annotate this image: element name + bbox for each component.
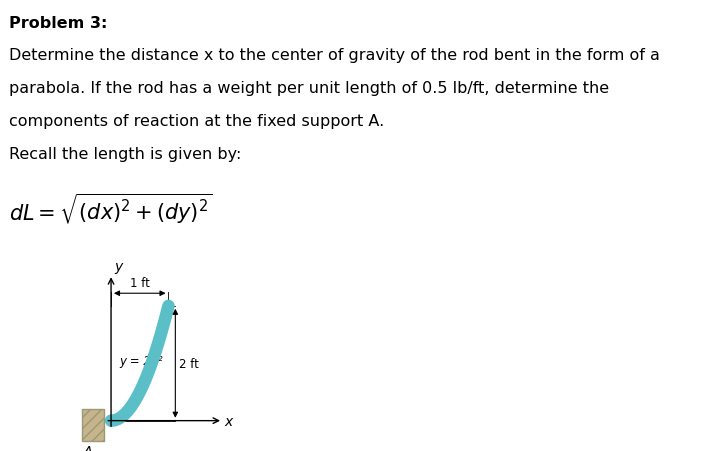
- Text: $\mathit{dL} = \sqrt{(\mathit{dx})^2 + (\mathit{dy})^2}$: $\mathit{dL} = \sqrt{(\mathit{dx})^2 + (…: [9, 191, 212, 226]
- Text: 2 ft: 2 ft: [179, 357, 199, 370]
- Text: y: y: [114, 259, 122, 273]
- Bar: [82, 409, 104, 441]
- Text: 1 ft: 1 ft: [130, 276, 150, 289]
- Text: x: x: [225, 414, 233, 428]
- Text: Problem 3:: Problem 3:: [9, 16, 107, 31]
- Text: components of reaction at the fixed support A.: components of reaction at the fixed supp…: [9, 114, 384, 129]
- Text: Determine the distance x to the center of gravity of the rod bent in the form of: Determine the distance x to the center o…: [9, 48, 660, 63]
- Text: y = 2x²: y = 2x²: [120, 354, 163, 367]
- Text: Recall the length is given by:: Recall the length is given by:: [9, 147, 241, 162]
- Text: A: A: [84, 444, 92, 451]
- Text: parabola. If the rod has a weight per unit length of 0.5 lb/ft, determine the: parabola. If the rod has a weight per un…: [9, 81, 609, 96]
